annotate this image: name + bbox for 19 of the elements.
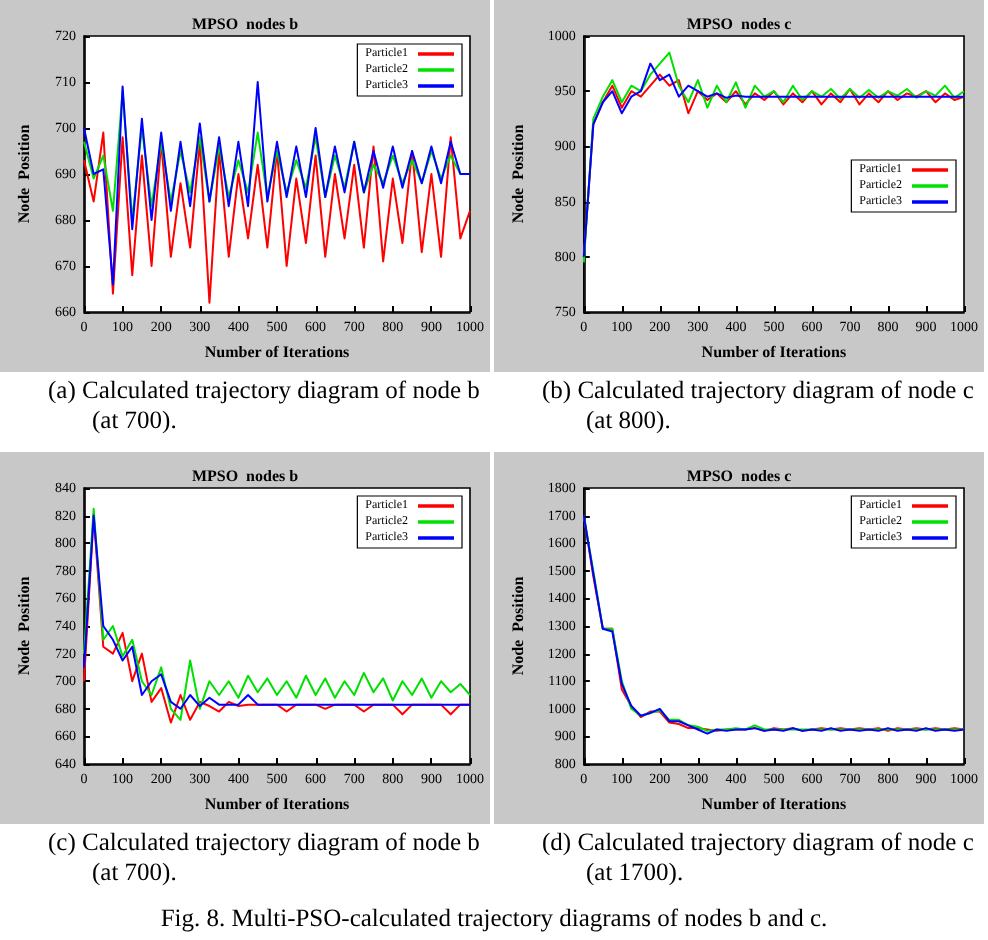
y-axis-title: Node Position xyxy=(509,123,527,224)
line-series xyxy=(83,81,471,286)
x-axis-title: Number of Iterations xyxy=(701,342,847,361)
chart-title: MPSO nodes c xyxy=(686,15,793,33)
text: (a) Calculated trajectory diagram of node b (at 700). xyxy=(48,376,482,436)
x-axis-title: Number of Iterations xyxy=(204,342,350,361)
chart-title: MPSO nodes b xyxy=(191,467,300,485)
x-axis-title: Number of Iterations xyxy=(204,794,350,813)
y-axis-title: Node Position xyxy=(509,575,527,676)
text: (d) Calculated trajectory diagram of node c (at 1700). xyxy=(542,828,976,888)
line-series xyxy=(83,131,471,304)
text: (c) Calculated trajectory diagram of node b (at 700). xyxy=(48,828,482,888)
y-axis-title: Node Position xyxy=(15,123,33,224)
y-axis-title: Node Position xyxy=(15,575,33,676)
chart-title: MPSO nodes b xyxy=(191,15,300,33)
chart-title: MPSO nodes c xyxy=(686,467,793,485)
caption: Fig. 8. Multi-PSO-calculated trajectory diagrams of nodes b and c. xyxy=(158,904,830,934)
x-axis-title: Number of Iterations xyxy=(701,794,847,813)
text: (b) Calculated trajectory diagram of node c (at 800). xyxy=(542,376,976,436)
